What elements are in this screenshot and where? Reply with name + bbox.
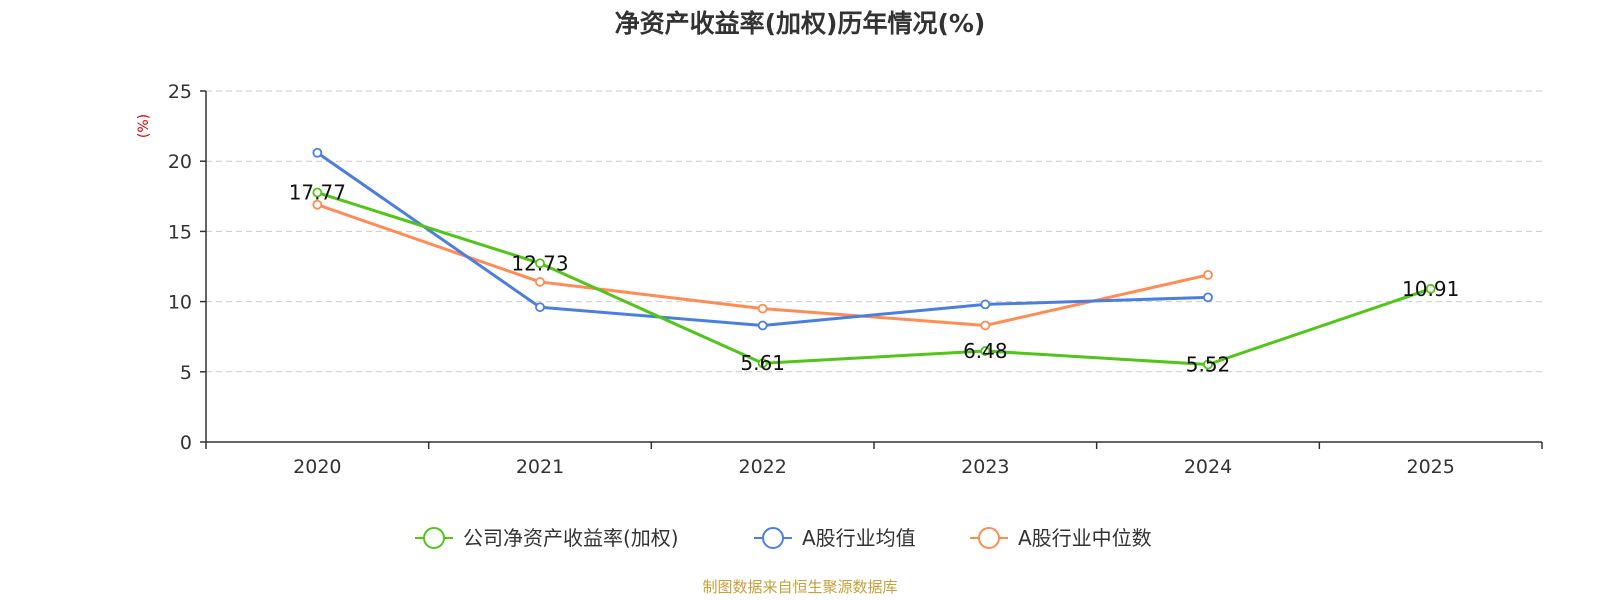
point-1-2021[interactable] [535, 302, 545, 313]
legend-item-2[interactable]: A股行业中位数 [970, 526, 1152, 550]
y-tick-label-10: 10 [168, 292, 192, 314]
series-1 [312, 147, 1213, 331]
x-tick-label-2023: 2023 [961, 456, 1009, 478]
point-1-2022[interactable] [757, 320, 768, 331]
legend-marker-1 [762, 527, 784, 549]
legend-label-2: A股行业中位数 [1018, 526, 1152, 550]
y-tick-label-20: 20 [168, 151, 192, 173]
series-group: 17.77 12.73 5.61 6.48 5.52 10.91 [289, 147, 1460, 377]
series-0: 17.77 12.73 5.61 6.48 5.52 10.91 [289, 181, 1460, 377]
legend-marker-0 [423, 527, 445, 549]
x-tick-label-2021: 2021 [516, 456, 564, 478]
chart-title: 净资产收益率(加权)历年情况(%) [615, 9, 986, 38]
data-label-2025: 10.91 [1402, 277, 1459, 301]
data-label-2024: 5.52 [1186, 352, 1231, 376]
legend-label-1: A股行业均值 [802, 526, 916, 550]
x-tick-label-2025: 2025 [1406, 456, 1454, 478]
data-label-2020: 17.77 [289, 181, 346, 205]
series-2 [312, 199, 1213, 331]
x-tick-label-2022: 2022 [738, 456, 786, 478]
y-tick-label-25: 25 [168, 81, 192, 103]
grid-lines [206, 90, 1542, 373]
point-0-2021[interactable] [535, 258, 545, 269]
point-2-2022[interactable] [757, 303, 768, 314]
x-tick-label-2024: 2024 [1184, 456, 1232, 478]
legend-item-1[interactable]: A股行业均值 [754, 526, 916, 550]
point-0-2023[interactable] [980, 346, 991, 356]
legend-label-0: 公司净资产收益率(加权) [463, 526, 679, 550]
point-1-2023[interactable] [980, 299, 991, 310]
point-2-2020[interactable] [312, 199, 323, 210]
point-2-2021[interactable] [535, 277, 545, 287]
legend-marker-2 [978, 527, 1000, 549]
point-0-2024[interactable] [1203, 359, 1213, 370]
legend[interactable]: 公司净资产收益率(加权) A股行业均值 A股行业中位数 [415, 526, 1152, 550]
y-tick-label-0: 0 [180, 432, 192, 454]
point-0-2020[interactable] [312, 187, 323, 198]
legend-item-0[interactable]: 公司净资产收益率(加权) [415, 526, 679, 550]
data-label-2021: 12.73 [511, 251, 568, 275]
series-line-0 [316, 191, 1432, 366]
x-tick-label-2020: 2020 [293, 456, 341, 478]
y-tick-label-5: 5 [180, 362, 192, 384]
series-line-1 [316, 151, 1209, 327]
source-note: 制图数据来自恒生聚源数据库 [702, 578, 897, 596]
point-2-2024[interactable] [1203, 270, 1213, 280]
point-0-2025[interactable] [1425, 283, 1436, 294]
point-1-2024[interactable] [1203, 292, 1213, 303]
y-axis-label: (%) [136, 114, 152, 138]
point-1-2020[interactable] [312, 147, 323, 158]
y-tick-label-15: 15 [168, 221, 192, 243]
data-label-2022: 5.61 [740, 351, 785, 375]
point-0-2022[interactable] [757, 358, 768, 369]
point-2-2023[interactable] [980, 320, 991, 331]
data-label-2023: 6.48 [963, 339, 1008, 363]
